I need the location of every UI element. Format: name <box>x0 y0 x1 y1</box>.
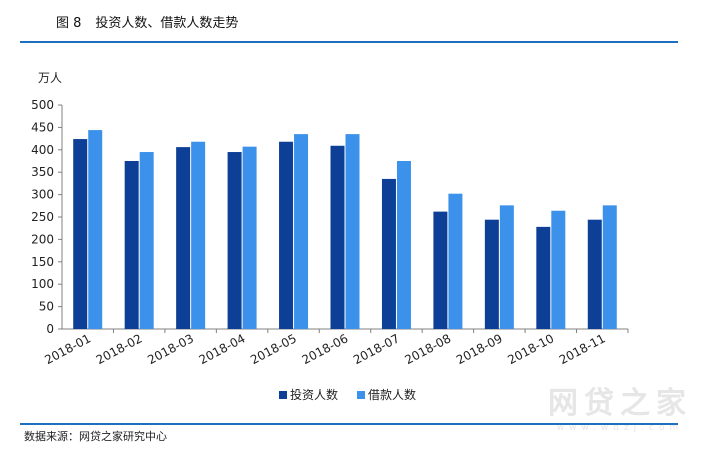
x-tick-label: 2018-11 <box>557 331 608 367</box>
bar-investors <box>330 145 345 329</box>
bar-borrowers <box>345 134 360 329</box>
bar-borrowers <box>551 210 566 329</box>
top-rule <box>20 41 678 43</box>
bar-investors <box>227 152 242 329</box>
bar-borrowers <box>499 205 514 329</box>
watermark-sub-text: www.wdzj.com <box>556 423 684 433</box>
bar-borrowers <box>448 193 463 329</box>
x-tick-label: 2018-03 <box>145 331 196 367</box>
bar-investors <box>484 219 499 329</box>
bar-investors <box>587 219 602 329</box>
bar-investors <box>124 161 139 329</box>
x-tick-label: 2018-08 <box>402 331 453 367</box>
y-tick-label: 500 <box>31 98 54 112</box>
x-tick-label: 2018-04 <box>197 331 248 367</box>
bar-investors <box>433 211 448 329</box>
y-tick-label: 150 <box>31 255 54 269</box>
data-source-note: 数据来源：网贷之家研究中心 <box>24 430 167 443</box>
bar-borrowers <box>396 161 411 329</box>
bar-borrowers <box>602 205 617 329</box>
figure-title: 图 8 投资人数、借款人数走势 <box>56 12 238 31</box>
x-tick-label: 2018-06 <box>300 331 351 367</box>
y-tick-label: 350 <box>31 165 54 179</box>
y-axis-unit-label: 万人 <box>38 71 62 85</box>
x-tick-label: 2018-01 <box>42 331 93 367</box>
legend-swatch-investors <box>279 391 287 399</box>
figure-number: 图 8 <box>56 16 82 31</box>
y-tick-label: 200 <box>31 232 54 246</box>
legend-label-investors: 投资人数 <box>290 387 338 402</box>
bar-borrowers <box>294 134 309 329</box>
figure-title-text: 投资人数、借款人数走势 <box>95 16 239 31</box>
bar-investors <box>279 141 294 329</box>
bar-investors <box>381 178 396 329</box>
x-tick-label: 2018-10 <box>505 331 556 367</box>
y-tick-label: 450 <box>31 120 54 134</box>
y-tick-label: 0 <box>46 322 54 336</box>
y-tick-label: 100 <box>31 277 54 291</box>
watermark-main-text: 网贷之家 <box>548 386 692 421</box>
x-tick-label: 2018-05 <box>248 331 299 367</box>
y-tick-label: 50 <box>39 300 54 314</box>
x-tick-label: 2018-07 <box>351 331 402 367</box>
bar-borrowers <box>88 130 103 329</box>
bar-investors <box>73 139 88 329</box>
bar-borrowers <box>191 141 206 329</box>
x-tick-label: 2018-09 <box>454 331 505 367</box>
x-tick-label: 2018-02 <box>94 331 145 367</box>
bar-borrowers <box>242 146 257 329</box>
legend-label-borrowers: 借款人数 <box>368 387 416 402</box>
bar-investors <box>536 226 551 329</box>
bar-borrowers <box>139 152 154 329</box>
y-tick-label: 300 <box>31 188 54 202</box>
legend-swatch-borrowers <box>357 391 365 399</box>
y-tick-label: 250 <box>31 210 54 224</box>
y-tick-label: 400 <box>31 143 54 157</box>
watermark-logo: 网贷之家 www.wdzj.com <box>540 386 700 434</box>
bar-investors <box>176 147 191 329</box>
bottom-rule <box>20 423 678 425</box>
